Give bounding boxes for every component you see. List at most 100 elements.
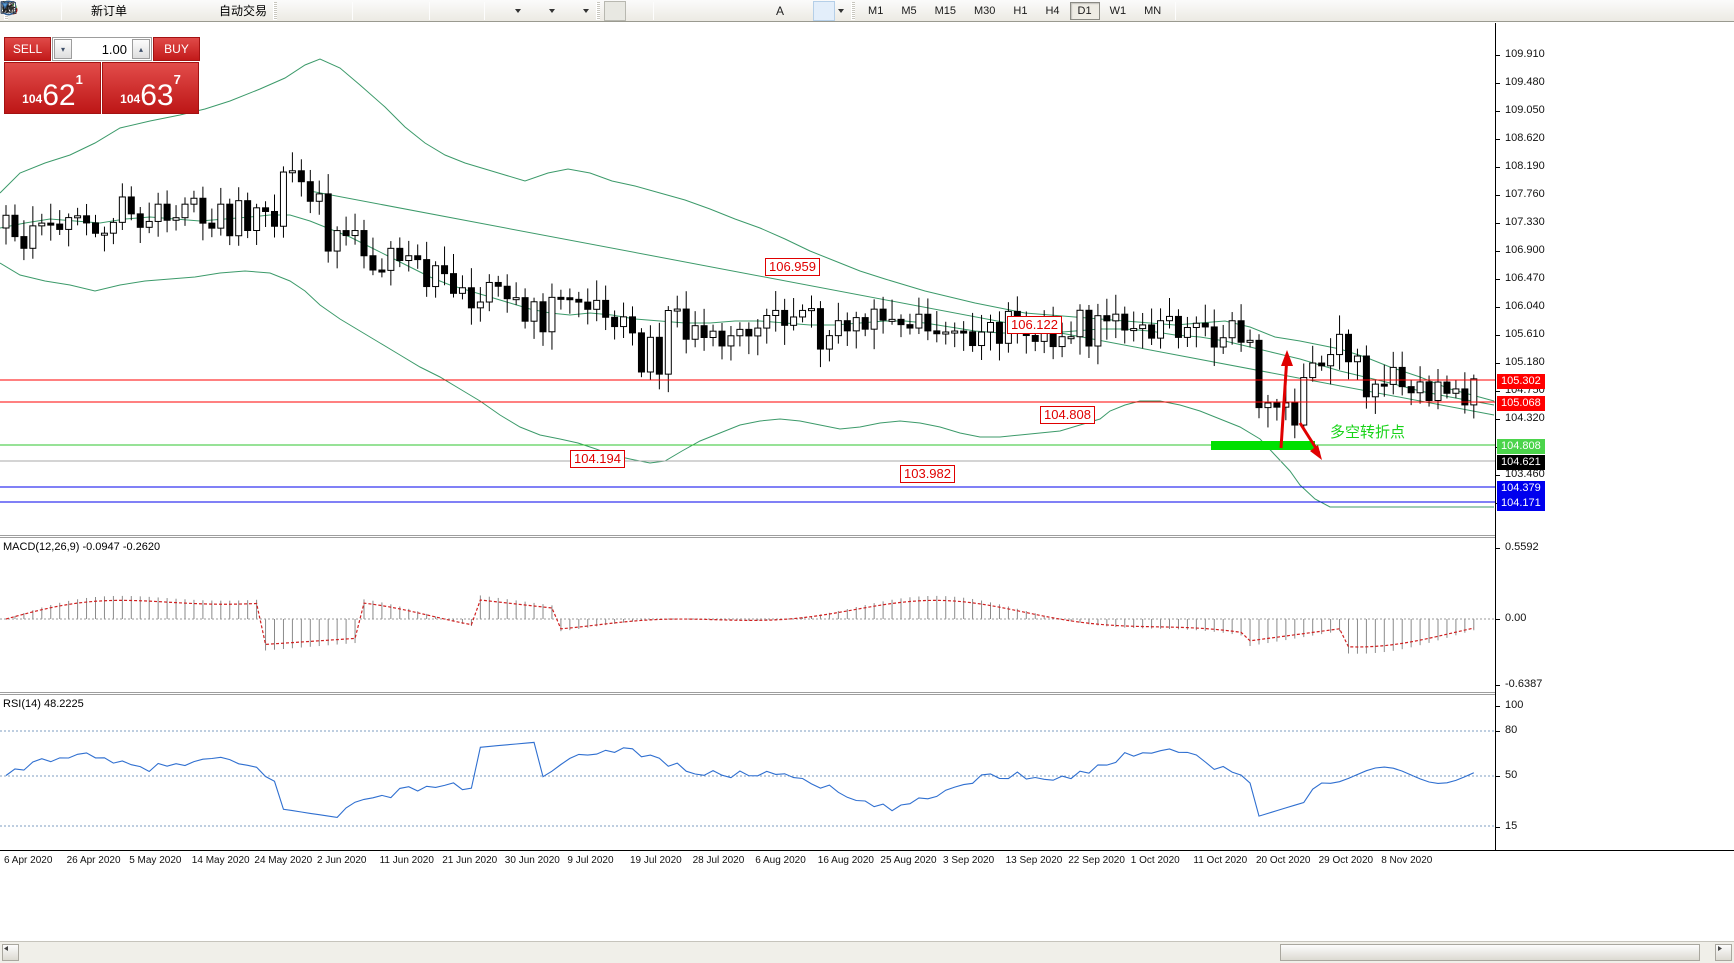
fibonacci-icon[interactable]: E: [2, 1, 747, 21]
price-annotation-label[interactable]: 106.959: [765, 258, 820, 276]
shapes-dropdown-icon[interactable]: [838, 8, 845, 13]
cursor-icon[interactable]: [3, 0, 627, 21]
timeframe-h4[interactable]: H4: [1045, 4, 1060, 17]
pane-separator-rsi[interactable]: [0, 692, 1495, 695]
crosshair-icon[interactable]: [2, 1, 648, 21]
toolbar-grip-2[interactable]: [273, 1, 278, 20]
text-label-icon[interactable]: T: [1, 1, 813, 21]
price-tag[interactable]: 104.808: [1497, 439, 1545, 454]
price-annotation-label[interactable]: 106.122: [1007, 316, 1062, 334]
toolbar-grip-3[interactable]: [596, 1, 601, 20]
price-tag[interactable]: 104.379: [1497, 481, 1545, 496]
date-tick: 19 Jul 2020: [630, 855, 682, 866]
buy-price-fraction: 7: [173, 72, 181, 87]
templates-icon[interactable]: [1, 1, 580, 21]
price-tick: 106.040: [1496, 300, 1545, 312]
scroll-left-button[interactable]: [2, 944, 19, 961]
timeframe-d1[interactable]: D1: [1069, 1, 1100, 20]
vline-icon[interactable]: [6, 1, 681, 21]
date-tick: 29 Oct 2020: [1318, 855, 1374, 866]
timeframe-m15[interactable]: M15: [934, 4, 956, 17]
hline-icon[interactable]: [2, 1, 703, 21]
autotrading-label[interactable]: 自动交易: [219, 4, 268, 18]
price-annotation-label[interactable]: 103.982: [900, 465, 955, 483]
history-icon[interactable]: [1, 1, 151, 21]
sell-button[interactable]: SELL: [4, 37, 51, 61]
buy-button[interactable]: BUY: [153, 37, 200, 61]
scrollbar-thumb[interactable]: [1280, 944, 1700, 961]
grid-icon[interactable]: [1, 1, 424, 21]
price-tick: 109.480: [1496, 76, 1545, 88]
toolbar-grip-4[interactable]: [851, 1, 856, 20]
date-tick: 5 May 2020: [129, 855, 182, 866]
date-tick: 28 Jul 2020: [692, 855, 745, 866]
rsi-pane[interactable]: RSI(14) 48.2225: [0, 698, 1495, 850]
price-tag[interactable]: 105.302: [1497, 374, 1545, 389]
timeframe-m30[interactable]: M30: [974, 4, 996, 17]
toolbar-separator-6: [1175, 1, 1177, 20]
shapes-icon[interactable]: [1, 0, 836, 21]
new-order-label[interactable]: 新订单: [91, 4, 128, 18]
volume-stepper[interactable]: ▾ 1.00 ▴: [52, 37, 152, 61]
chinese-annotation: 多空转折点: [1330, 423, 1406, 441]
zoom-out-icon[interactable]: [1, 0, 402, 21]
price-scale[interactable]: 109.910 109.480 109.050 108.620 108.190 107.7…: [1495, 23, 1734, 850]
date-tick: 6 Apr 2020: [4, 855, 53, 866]
buy-price-main: 63: [140, 79, 174, 112]
scroll-right-button[interactable]: [1715, 944, 1732, 961]
sell-price-prefix: 104: [22, 92, 43, 106]
price-tick: 108.190: [1496, 160, 1545, 172]
price-tick: 107.330: [1496, 216, 1545, 228]
one-click-trading-panel[interactable]: SELL ▾ 1.00 ▴ BUY 104 62 1 104 63 7: [4, 37, 200, 115]
indicators-dropdown-icon[interactable]: [515, 8, 522, 13]
equidistant-channel-icon[interactable]: F: [2, 1, 769, 21]
macd-pane[interactable]: MACD(12,26,9) -0.0947 -0.2620: [0, 541, 1495, 691]
price-tag[interactable]: 104.171: [1497, 496, 1545, 511]
candlestick-chart-icon[interactable]: [5, 1, 325, 21]
timeframe-w1[interactable]: W1: [1109, 4, 1127, 17]
period-icon[interactable]: [1, 0, 546, 21]
timeframe-h1[interactable]: H1: [1013, 4, 1028, 17]
signal-icon[interactable]: [1, 0, 195, 21]
cloud-icon[interactable]: [1, 1, 173, 21]
timeframe-m5[interactable]: M5: [901, 4, 917, 17]
period-dropdown-icon[interactable]: [549, 8, 556, 13]
volume-input[interactable]: 1.00: [101, 41, 127, 57]
timeframe-m1[interactable]: M1: [868, 4, 884, 17]
toolbar-separator: [61, 1, 62, 20]
line-chart-icon[interactable]: [0, 1, 347, 21]
pane-separator-macd[interactable]: [0, 535, 1495, 538]
macd-tick: 0.00: [1496, 612, 1526, 624]
price-tick: 105.610: [1496, 328, 1545, 340]
volume-decrease-button[interactable]: ▾: [54, 39, 72, 59]
templates-dropdown-icon[interactable]: [583, 8, 590, 13]
timeframe-mn[interactable]: MN: [1144, 4, 1162, 17]
macd-tick: 0.5592: [1496, 541, 1539, 553]
text-icon[interactable]: A: [776, 3, 785, 18]
data-window-icon[interactable]: [1, 0, 56, 21]
chevron-down-icon: ▾: [60, 44, 65, 54]
trendline-icon[interactable]: [2, 1, 725, 21]
horizontal-scrollbar[interactable]: [0, 941, 1734, 963]
sell-price-display[interactable]: 104 62 1: [4, 62, 101, 114]
expert-advisor-icon[interactable]: [0, 1, 217, 21]
price-tag[interactable]: 104.621: [1497, 455, 1545, 470]
indicators-icon[interactable]: [0, 1, 512, 21]
price-annotation-label[interactable]: 104.808: [1040, 406, 1095, 424]
date-tick: 13 Sep 2020: [1005, 855, 1063, 866]
chart-shift-icon[interactable]: [1, 1, 479, 21]
buy-price-display[interactable]: 104 63 7: [102, 62, 199, 114]
volume-increase-button[interactable]: ▴: [132, 39, 150, 59]
date-tick: 16 Aug 2020: [817, 855, 874, 866]
bar-chart-icon[interactable]: [4, 1, 303, 21]
zoom-in-icon[interactable]: [1, 0, 380, 21]
new-order-icon[interactable]: [0, 1, 89, 21]
price-annotation-label[interactable]: 104.194: [570, 450, 625, 468]
date-tick: 24 May 2020: [254, 855, 313, 866]
date-scale[interactable]: 6 Apr 2020 26 Apr 2020 5 May 2020 14 May 20…: [0, 850, 1734, 872]
price-tag[interactable]: 105.068: [1497, 396, 1545, 411]
price-pane[interactable]: 106.959 106.122 104.808 104.194 103.982 多空转折…: [0, 23, 1495, 521]
chart-window[interactable]: USDJPY-,Daily 105.101 105.142 104.556 10…: [0, 22, 1734, 963]
toolbar-separator-4: [484, 1, 486, 20]
auto-scroll-icon[interactable]: [1, 1, 457, 21]
